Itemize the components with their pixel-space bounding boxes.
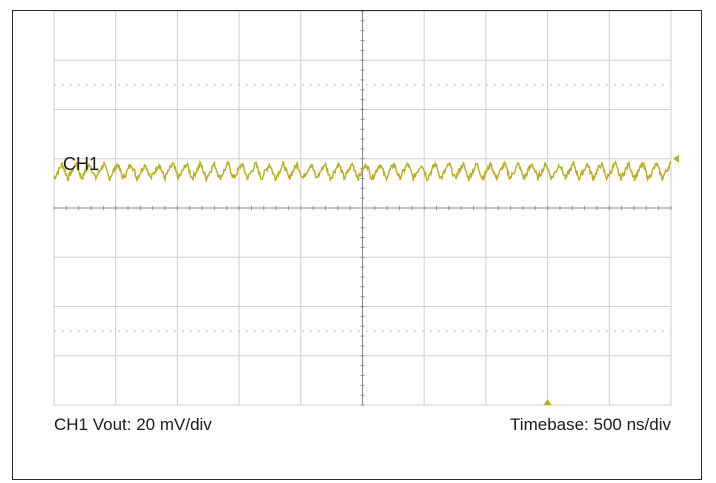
timebase-readout: Timebase: 500 ns/div	[510, 415, 671, 434]
scope-display	[53, 11, 679, 406]
vertical-scale-readout: CH1 Vout: 20 mV/div	[54, 415, 212, 434]
channel-label: CH1	[63, 154, 100, 174]
trigger-time-marker	[543, 399, 552, 405]
oscilloscope-figure: CH1 CH1 Vout: 20 mV/div Timebase: 500 ns…	[12, 10, 702, 480]
ch1-trace	[53, 159, 672, 184]
trigger-level-marker	[673, 154, 679, 163]
